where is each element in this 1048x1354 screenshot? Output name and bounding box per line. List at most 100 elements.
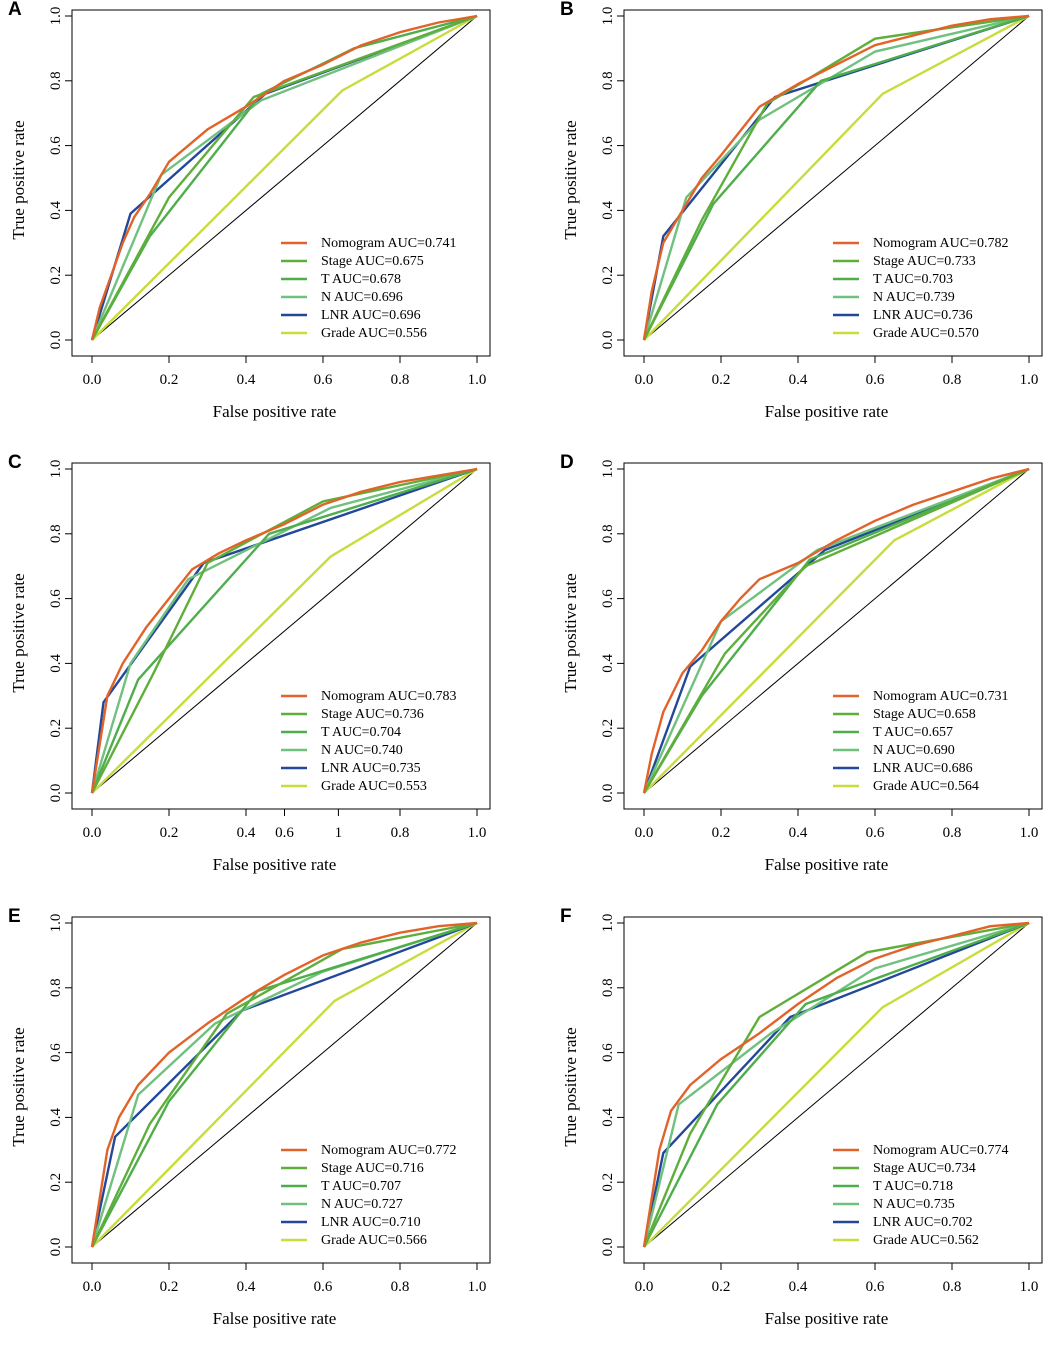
panel-e-x-tick-label: 0.4 (237, 1279, 256, 1295)
panel-c-x-tick-label: 0.0 (83, 825, 102, 841)
panel-c-x-tick-label: 1 (335, 825, 343, 841)
panel-b-y-tick-label: 0.0 (600, 331, 616, 350)
panel-b-y-tick-label: 0.4 (600, 201, 616, 220)
panel-e-x-tick-label: 0.6 (314, 1279, 333, 1295)
panel-a-y-tick-label: 0.0 (48, 331, 64, 350)
panel-c-y-tick-label: 0.6 (48, 589, 64, 608)
panel-a-x-tick-label: 0.2 (160, 372, 179, 388)
panel-c-curve-nomogram (90, 467, 478, 794)
panel-b-x-tick-label: 0.6 (866, 372, 885, 388)
panel-b-x-tick-label: 0.4 (789, 372, 808, 388)
panel-a-curve-grade (91, 14, 478, 341)
panel-e-x-tick-label: 0.0 (83, 1279, 102, 1295)
panel-f-y-axis-title: True positive rate (561, 1027, 580, 1147)
panel-d-x-tick-label: 0.0 (635, 825, 654, 841)
panel-b-plot-frame (623, 9, 1043, 357)
panel-a-y-tick-label: 0.6 (48, 136, 64, 155)
panel-c-legend-label-grade: Grade AUC=0.553 (321, 779, 427, 794)
panel-d-curve-nomogram (642, 467, 1030, 794)
panel-f-legend-label-stage: Stage AUC=0.734 (873, 1161, 976, 1176)
panel-f-legend-label-grade: Grade AUC=0.562 (873, 1233, 979, 1248)
panel-d-y-axis-title: True positive rate (561, 573, 580, 693)
panel-d-legend-label-nomogram: Nomogram AUC=0.731 (873, 689, 1008, 704)
panel-a-curve-nomogram (90, 14, 478, 341)
panel-b-label: B (560, 0, 574, 20)
panel-e-curve-lnr (90, 921, 478, 1248)
panel-c-legend-label-n: N AUC=0.740 (321, 743, 403, 758)
panel-c-x-tick-label: 0.4 (237, 825, 256, 841)
panel-c-y-tick-label: 0.2 (48, 719, 64, 738)
panel-b-x-axis-title: False positive rate (764, 402, 889, 421)
panel-f-legend-label-n: N AUC=0.735 (873, 1197, 955, 1212)
panel-b-legend-label-nomogram: Nomogram AUC=0.782 (873, 236, 1008, 251)
panel-b: 0.0 0.2 0.4 0.6 0.8 1.0 0.0 0.2 0.4 0.6 0.8 1.0 Nomo… (552, 0, 1048, 447)
panel-f-curve-n (642, 921, 1030, 1248)
panel-f-y-tick-label: 0.2 (600, 1173, 616, 1192)
panel-b-curve-nomogram (642, 14, 1030, 341)
panel-e-y-tick-label: 0.4 (48, 1108, 64, 1127)
panel-c-curve-t (90, 467, 478, 794)
panel-a-legend-label-t: T AUC=0.678 (321, 272, 401, 287)
panel-c-curve-n (90, 467, 478, 794)
panel-c: 0.0 0.2 0.4 0.6 0.8 1.0 0.0 0.2 0.4 0.6 1 0.8 1.0 Nom… (0, 452, 524, 900)
panel-d-curve-lnr (642, 467, 1030, 794)
panel-f-label: F (560, 906, 572, 927)
panel-a-legend-label-nomogram: Nomogram AUC=0.741 (321, 236, 456, 251)
panel-d-curve-n (642, 467, 1030, 794)
panel-e-plot: 0.0 0.2 0.4 0.6 0.8 1.0 0.0 0.2 0.4 0.6 0.8 1.0 Nomo… (48, 914, 491, 1295)
panel-e-legend-label-n: N AUC=0.727 (321, 1197, 403, 1212)
panel-b-legend-label-grade: Grade AUC=0.570 (873, 326, 979, 341)
panel-e-legend (277, 1139, 481, 1257)
panel-a-x-tick-label: 0.8 (391, 372, 410, 388)
panel-c-curve-lnr (90, 467, 478, 794)
panel-c-x-tick-label: 0.8 (391, 825, 410, 841)
panel-f-curve-t (642, 921, 1030, 1248)
panel-f-x-axis-title: False positive rate (764, 1309, 889, 1328)
panel-f-curve-lnr (642, 921, 1030, 1248)
panel-e-reference-diagonal (91, 922, 478, 1248)
panel-e-legend-label-lnr: LNR AUC=0.710 (321, 1215, 421, 1230)
panel-a-reference-diagonal (91, 15, 478, 341)
panel-f-y-tick-label: 1.0 (600, 914, 616, 933)
panel-b-curve-t (642, 14, 1030, 341)
panel-a-y-tick-label: 0.4 (48, 201, 64, 220)
panel-f-x-tick-label: 0.4 (789, 1279, 808, 1295)
panel-f-curve-grade (643, 921, 1030, 1248)
panel-c-legend-label-lnr: LNR AUC=0.735 (321, 761, 421, 776)
panel-d-y-tick-label: 0.4 (600, 654, 616, 673)
panel-b-reference-diagonal (643, 15, 1030, 341)
panel-c-legend-label-nomogram: Nomogram AUC=0.783 (321, 689, 456, 704)
panel-d-legend-label-t: T AUC=0.657 (873, 725, 953, 740)
panel-f-x-tick-label: 0.2 (712, 1279, 731, 1295)
panel-c-plot-frame (71, 462, 491, 810)
panel-d-x-tick-label: 0.6 (866, 825, 885, 841)
panel-e-y-tick-label: 0.6 (48, 1043, 64, 1062)
panel-f-legend (829, 1139, 1033, 1257)
panel-c-y-tick-label: 1.0 (48, 460, 64, 479)
panel-a-x-tick-label: 0.0 (83, 372, 102, 388)
panel-e: 0.0 0.2 0.4 0.6 0.8 1.0 0.0 0.2 0.4 0.6 0.8 1.0 Nomo… (0, 906, 524, 1354)
panel-a-x-tick-label: 1.0 (468, 372, 487, 388)
panel-b-x-tick-label: 0.8 (943, 372, 962, 388)
panel-c-x-tick-label: 0.2 (160, 825, 179, 841)
panel-d-legend (829, 685, 1033, 803)
panel-c-y-tick-label: 0.4 (48, 654, 64, 673)
panel-b-y-tick-label: 1.0 (600, 7, 616, 26)
panel-b-curve-n (642, 14, 1030, 341)
panel-c-label: C (8, 452, 22, 473)
panel-d-x-tick-label: 1.0 (1020, 825, 1039, 841)
panel-e-legend-label-t: T AUC=0.707 (321, 1179, 401, 1194)
panel-b-x-tick-label: 1.0 (1020, 372, 1039, 388)
panel-e-plot-frame (71, 916, 491, 1264)
panel-d-x-axis-title: False positive rate (764, 855, 889, 874)
panel-f-y-tick-label: 0.8 (600, 978, 616, 997)
panel-e-legend-label-nomogram: Nomogram AUC=0.772 (321, 1143, 456, 1158)
panel-e-x-axis-title: False positive rate (212, 1309, 337, 1328)
panel-c-legend-label-stage: Stage AUC=0.736 (321, 707, 424, 722)
panel-a-x-tick-label: 0.4 (237, 372, 256, 388)
panel-e-y-tick-label: 0.2 (48, 1173, 64, 1192)
panel-b-y-tick-label: 0.6 (600, 136, 616, 155)
panel-d-plot-frame (623, 462, 1043, 810)
panel-b-legend (829, 232, 1033, 350)
panel-a-y-tick-label: 1.0 (48, 7, 64, 26)
